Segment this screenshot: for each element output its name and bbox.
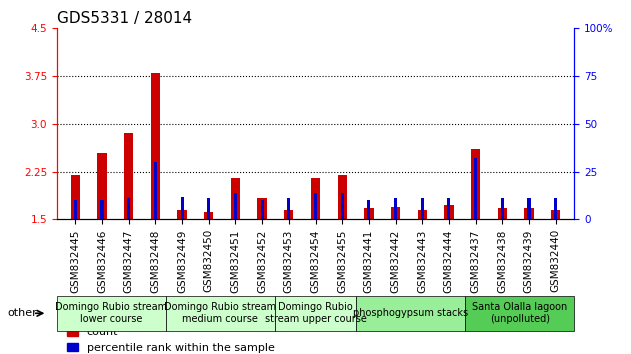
Text: Santa Olalla lagoon
(unpolluted): Santa Olalla lagoon (unpolluted) [472,302,567,324]
Text: GDS5331 / 28014: GDS5331 / 28014 [57,11,192,26]
Bar [180,196,184,219]
Bar [204,212,213,219]
Bar [100,200,103,219]
Bar [497,208,507,219]
Bar [127,199,131,219]
Bar [311,178,320,219]
Text: other: other [8,308,37,318]
Text: phosphogypsum stacks: phosphogypsum stacks [353,308,468,318]
Bar [420,199,424,219]
Bar [71,175,80,219]
Bar [314,193,317,219]
Bar [528,199,531,219]
Bar [124,133,134,219]
Bar [444,205,454,219]
Bar [154,162,157,219]
Bar [554,199,557,219]
Bar [177,210,187,219]
Text: Domingo Rubio stream
medium course: Domingo Rubio stream medium course [164,302,276,324]
Bar [391,207,400,219]
Bar [500,199,504,219]
Bar [524,208,534,219]
Bar [261,200,264,219]
Bar [74,200,77,219]
Bar [287,199,290,219]
Bar [474,158,477,219]
Bar [338,175,347,219]
Bar [447,199,451,219]
Bar [551,210,560,219]
Text: Domingo Rubio stream
lower course: Domingo Rubio stream lower course [55,302,167,324]
Text: Domingo Rubio
stream upper course: Domingo Rubio stream upper course [264,302,367,324]
Bar [364,208,374,219]
Bar [207,199,211,219]
Bar [341,193,344,219]
Bar [284,210,293,219]
Bar [231,178,240,219]
Bar [97,153,107,219]
Bar [257,199,267,219]
Bar [394,199,397,219]
Bar [471,149,480,219]
Legend: count, percentile rank within the sample: count, percentile rank within the sample [62,322,279,354]
Bar [151,73,160,219]
Bar [367,200,370,219]
Bar [234,193,237,219]
Bar [418,210,427,219]
